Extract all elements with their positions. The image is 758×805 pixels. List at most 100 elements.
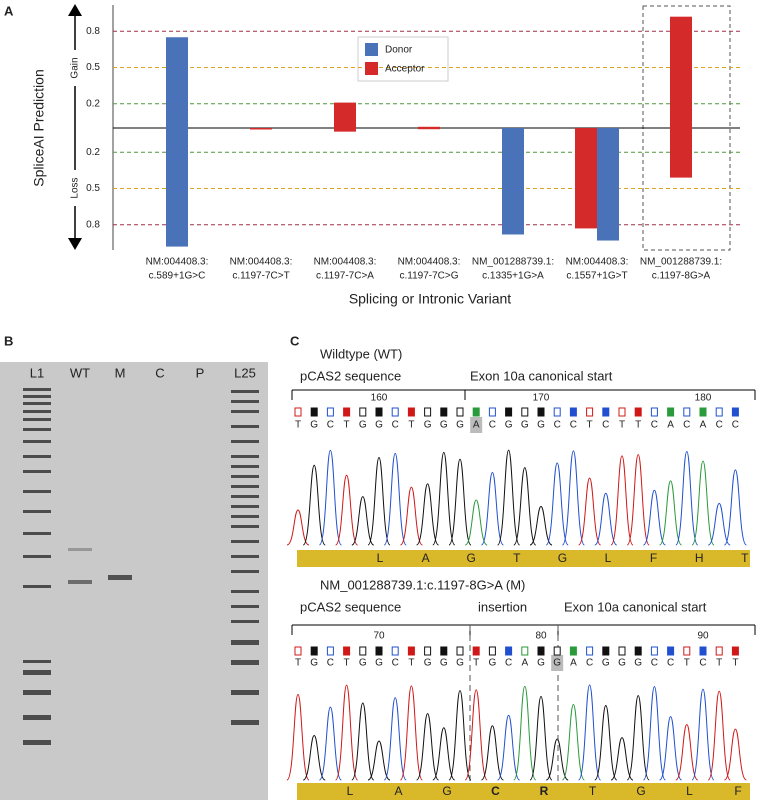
gel-band [23,455,51,458]
base-marker [488,646,496,656]
gel-band [23,410,51,413]
base-marker [472,646,480,656]
region-label: pCAS2 sequence [300,599,401,614]
legend-swatch [365,62,378,75]
base-letter: T [635,420,641,431]
base-marker [586,646,594,656]
panel-label: B [4,333,13,348]
base-marker [326,646,334,656]
trace-peak [383,452,407,546]
base-letter: G [440,420,448,431]
y-tick-label: 0.2 [86,98,100,109]
base-marker [359,407,367,417]
base-marker [391,646,399,656]
loss-label: Loss [70,177,81,198]
gel-band [231,555,259,558]
position-label: 80 [535,631,547,642]
base-marker [715,646,723,656]
base-marker [715,407,723,417]
trace-peak [513,685,537,781]
base-marker [683,646,691,656]
base-letter: G [521,420,529,431]
base-marker [553,407,561,417]
gel-band [231,605,259,608]
position-label: 160 [371,393,388,404]
base-letter: T [295,658,301,669]
region-label: Exon 10a canonical start [470,368,613,383]
bar [597,128,619,241]
gel-band [231,390,259,393]
chromatogram-title: Wildtype (WT) [320,346,402,361]
base-letter: G [537,420,545,431]
base-marker [375,407,383,417]
gel-band [231,475,259,478]
trace-peak [642,489,666,546]
gel-band [23,490,51,493]
trace-peak [723,469,747,546]
base-letter: G [310,658,318,669]
gel-band [231,570,259,573]
base-marker [343,646,351,656]
base-letter: G [456,658,464,669]
amino-acid: L [605,551,612,565]
legend-label: Donor [385,45,413,56]
base-letter: G [375,420,383,431]
trace-peak [383,697,407,781]
label-bg [67,50,83,86]
bar [575,128,597,229]
base-letter: A [473,420,480,431]
base-marker [294,646,302,656]
gel-image [0,362,268,800]
base-letter: G [456,420,464,431]
trace-peak [578,684,602,781]
lane-label: L25 [234,365,256,380]
trace-peak [561,704,585,781]
base-marker [456,407,464,417]
base-marker [683,407,691,417]
base-marker [602,646,610,656]
x-tick-label: c.1197-8G>A [652,271,711,282]
base-marker [505,646,513,656]
base-marker [424,646,432,656]
base-marker [537,407,545,417]
gel-band [108,575,132,580]
base-marker [440,646,448,656]
trace-peak [513,467,537,546]
base-marker [407,646,415,656]
trace-peak [318,706,342,781]
gel-band [23,395,51,398]
y-tick-label: 0.8 [86,219,100,230]
trace-peak [578,477,602,546]
gel-band [231,410,259,413]
base-letter: T [295,420,301,431]
trace-peak [464,499,488,546]
base-marker [424,407,432,417]
lane-label: L1 [30,365,44,380]
base-marker [310,407,318,417]
bar [250,128,272,130]
legend-label: Acceptor [385,64,425,75]
bar [502,128,524,235]
gel-band [231,660,259,665]
base-letter: T [408,658,414,669]
trace-peak [302,735,326,781]
panel-label: A [4,3,14,18]
base-letter: C [651,658,658,669]
base-letter: G [359,420,367,431]
trace-peak [448,458,472,546]
base-letter: G [424,420,432,431]
base-letter: G [489,658,497,669]
trace-peak [399,486,423,546]
gel-band [231,515,259,518]
base-marker [569,646,577,656]
gel-band [23,510,51,513]
chromatogram-title: NM_001288739.1:c.1197-8G>A (M) [320,577,525,592]
region-label: pCAS2 sequence [300,368,401,383]
base-highlight [551,655,564,671]
base-letter: C [505,658,512,669]
trace-peak [642,686,666,781]
base-marker [343,407,351,417]
base-letter: G [505,420,513,431]
base-letter: A [521,658,528,669]
trace-peak [480,472,504,546]
